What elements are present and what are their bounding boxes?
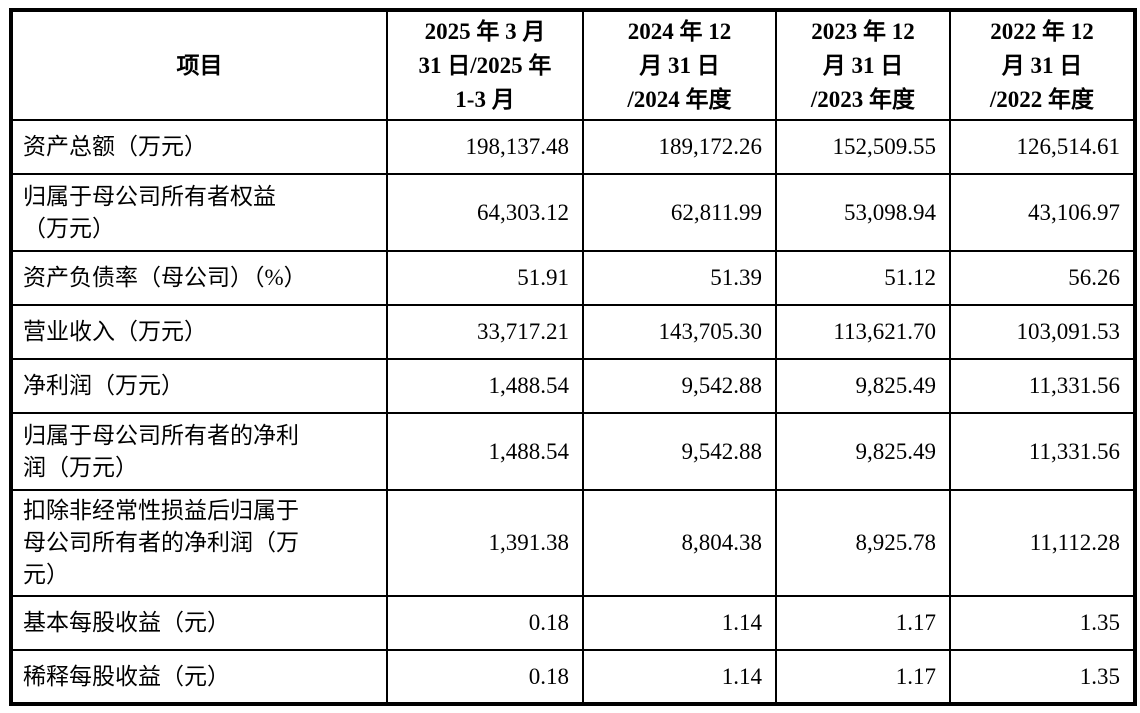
cell-value: 53,098.94 [775,173,951,252]
cell-value: 0.18 [386,595,584,651]
cell-value: 11,112.28 [949,489,1136,597]
cell-value: 1,391.38 [386,489,584,597]
cell-value: 1.17 [775,649,951,705]
row-label: 资产负债率（母公司）（%） [10,250,388,306]
cell-value: 8,804.38 [582,489,777,597]
cell-value: 11,331.56 [949,412,1136,491]
row-label: 净利润（万元） [10,358,388,414]
cell-value: 1.17 [775,595,951,651]
cell-value: 1.35 [949,649,1136,705]
column-header-2022: 2022 年 12 月 31 日 /2022 年度 [949,9,1136,121]
cell-value: 56.26 [949,250,1136,306]
cell-value: 1,488.54 [386,412,584,491]
financial-summary-table: 项目 2025 年 3 月 31 日/2025 年 1-3 月 2024 年 1… [9,8,1137,706]
column-header-item: 项目 [10,9,388,121]
table-row-total-assets: 资产总额（万元） 198,137.48 189,172.26 152,509.5… [10,119,1136,175]
row-label: 基本每股收益（元） [10,595,388,651]
cell-value: 1.14 [582,649,777,705]
cell-value: 11,331.56 [949,358,1136,414]
row-label: 营业收入（万元） [10,304,388,360]
cell-value: 1.14 [582,595,777,651]
cell-value: 189,172.26 [582,119,777,175]
table-row-revenue: 营业收入（万元） 33,717.21 143,705.30 113,621.70… [10,304,1136,360]
cell-value: 51.39 [582,250,777,306]
table-row-parent-net-profit: 归属于母公司所有者的净利 润（万元） 1,488.54 9,542.88 9,8… [10,412,1136,491]
table-row-net-profit: 净利润（万元） 1,488.54 9,542.88 9,825.49 11,33… [10,358,1136,414]
table-row-parent-equity: 归属于母公司所有者权益 （万元） 64,303.12 62,811.99 53,… [10,173,1136,252]
cell-value: 1.35 [949,595,1136,651]
cell-value: 152,509.55 [775,119,951,175]
cell-value: 1,488.54 [386,358,584,414]
cell-value: 113,621.70 [775,304,951,360]
cell-value: 9,542.88 [582,412,777,491]
table-row-basic-eps: 基本每股收益（元） 0.18 1.14 1.17 1.35 [10,595,1136,651]
cell-value: 9,825.49 [775,412,951,491]
table-row-debt-ratio: 资产负债率（母公司）（%） 51.91 51.39 51.12 56.26 [10,250,1136,306]
cell-value: 143,705.30 [582,304,777,360]
row-label: 资产总额（万元） [10,119,388,175]
column-header-2024: 2024 年 12 月 31 日 /2024 年度 [582,9,777,121]
cell-value: 198,137.48 [386,119,584,175]
cell-value: 0.18 [386,649,584,705]
row-label: 扣除非经常性损益后归属于 母公司所有者的净利润（万 元） [10,489,388,597]
cell-value: 43,106.97 [949,173,1136,252]
header-row: 项目 2025 年 3 月 31 日/2025 年 1-3 月 2024 年 1… [10,9,1136,121]
row-label: 稀释每股收益（元） [10,649,388,705]
row-label: 归属于母公司所有者权益 （万元） [10,173,388,252]
cell-value: 9,542.88 [582,358,777,414]
row-label: 归属于母公司所有者的净利 润（万元） [10,412,388,491]
cell-value: 9,825.49 [775,358,951,414]
cell-value: 62,811.99 [582,173,777,252]
table-row-deducted-net-profit: 扣除非经常性损益后归属于 母公司所有者的净利润（万 元） 1,391.38 8,… [10,489,1136,597]
column-header-2025q1: 2025 年 3 月 31 日/2025 年 1-3 月 [386,9,584,121]
cell-value: 33,717.21 [386,304,584,360]
cell-value: 126,514.61 [949,119,1136,175]
cell-value: 51.12 [775,250,951,306]
column-header-2023: 2023 年 12 月 31 日 /2023 年度 [775,9,951,121]
cell-value: 103,091.53 [949,304,1136,360]
cell-value: 8,925.78 [775,489,951,597]
table-row-diluted-eps: 稀释每股收益（元） 0.18 1.14 1.17 1.35 [10,649,1136,705]
cell-value: 64,303.12 [386,173,584,252]
cell-value: 51.91 [386,250,584,306]
